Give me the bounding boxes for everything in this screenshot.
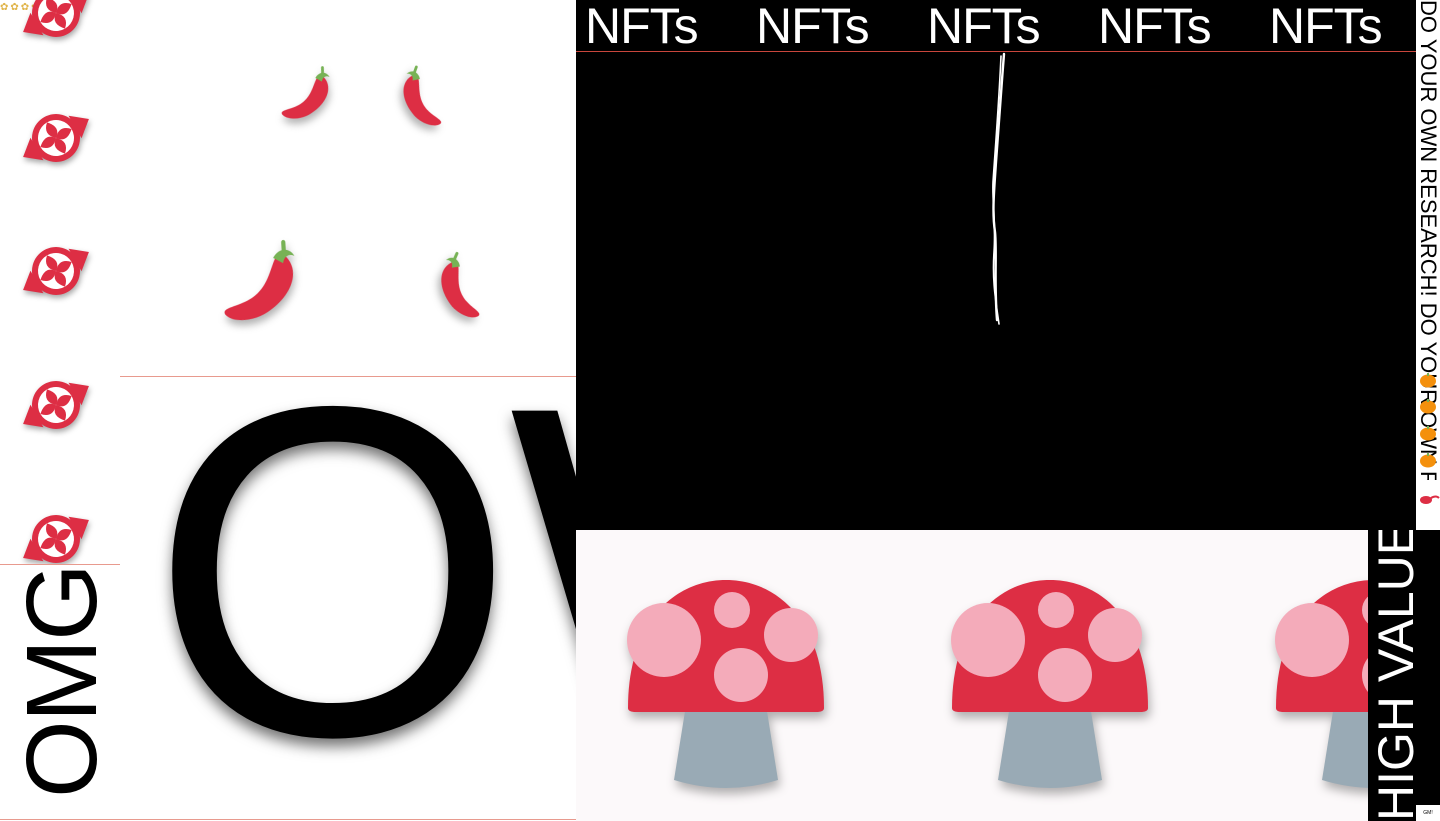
big-text-panel: OW [120, 377, 576, 821]
mini-emoji-icon: ✿ [0, 2, 9, 13]
marquee-word: NFTs [1269, 0, 1383, 52]
hot-pepper-icon [1418, 492, 1440, 511]
omg-panel: OMG [0, 565, 120, 821]
candy-strip: ✿ ✿ ✿ ✿ ✿ ✿ ✿ [0, 0, 120, 565]
mini-pepper-panel [1416, 480, 1440, 530]
marquee-word: NFTs [927, 0, 1041, 52]
pumpkin-icon [1419, 372, 1437, 388]
candy-icon [12, 0, 100, 56]
hot-pepper-icon [382, 58, 452, 138]
hot-pepper-icon [218, 228, 323, 343]
high-value-text: HIGH VALUE AGE [1368, 530, 1424, 821]
candy-icon [12, 362, 100, 448]
omg-text: OMG [6, 565, 118, 798]
chili-panel [120, 0, 576, 377]
drawn-stroke [992, 55, 1002, 325]
hot-pepper-icon [418, 244, 493, 329]
divider [0, 819, 576, 820]
pumpkin-icon [1419, 425, 1437, 441]
candy-icon [12, 95, 100, 181]
hot-pepper-icon [278, 42, 348, 152]
mini-emoji-icon: ✿ [10, 2, 19, 13]
pumpkin-icon [1419, 452, 1437, 468]
pumpkin-icon [1419, 398, 1437, 414]
research-strip: DO YOUR OWN RESEARCH! DO YOUR OWN RESEAR… [1416, 0, 1440, 480]
canvas-svg [992, 52, 1006, 325]
big-text: OW [150, 377, 576, 821]
mushroom-icon [1264, 580, 1368, 800]
mushroom-icon [940, 580, 1160, 800]
mini-emoji-icon: ✿ [20, 2, 30, 13]
marquee-word: NFTs [756, 0, 870, 52]
nfts-marquee: NFTs NFTs NFTs NFTs NFTs [576, 0, 1416, 52]
divider [120, 376, 576, 377]
mushroom-icon [616, 580, 836, 800]
divider [576, 51, 1416, 52]
mushroom-panel [576, 530, 1368, 821]
divider [0, 564, 120, 565]
high-value-panel: HIGH VALUE AGE GM! [1368, 530, 1440, 821]
marquee-word: NFTs [1098, 0, 1212, 52]
chip-text: GM! [1423, 810, 1433, 816]
mini-chip: GM! [1416, 805, 1440, 821]
candy-icon [12, 496, 100, 565]
marquee-word: NFTs [585, 0, 699, 52]
drawing-canvas[interactable] [576, 52, 1416, 530]
candy-icon [12, 228, 100, 314]
